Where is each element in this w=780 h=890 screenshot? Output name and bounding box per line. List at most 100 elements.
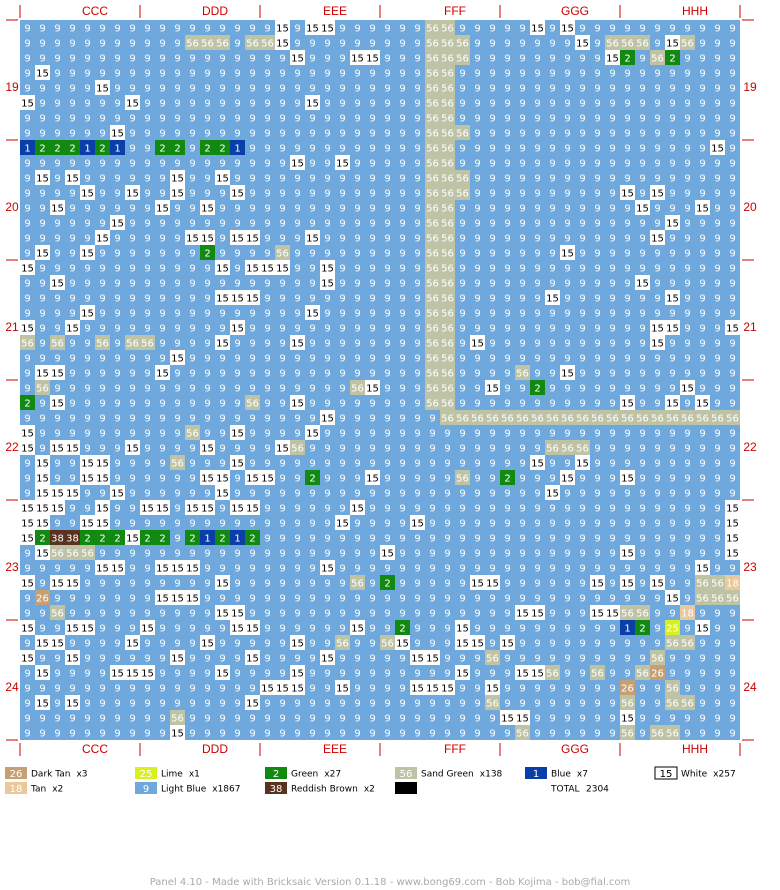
cell-code: 9: [444, 459, 450, 470]
cell-code: 9: [534, 654, 540, 665]
cell-code: 9: [219, 249, 225, 260]
cell-code: 9: [414, 84, 420, 95]
cell-code: 9: [579, 654, 585, 665]
cell-code: 9: [579, 69, 585, 80]
cell-code: 9: [624, 279, 630, 290]
cell-code: 9: [504, 609, 510, 620]
cell-code: 9: [579, 54, 585, 65]
cell: [560, 80, 575, 95]
cell-code: 9: [219, 84, 225, 95]
cell-code: 9: [444, 594, 450, 605]
cell: [515, 35, 530, 50]
cell-code: 9: [579, 309, 585, 320]
cell-code: 9: [309, 189, 315, 200]
cell-code: 9: [279, 564, 285, 575]
cell-code: 9: [219, 714, 225, 725]
cell-code: 9: [609, 339, 615, 350]
cell-code: 15: [216, 609, 229, 620]
cell-code: 9: [129, 729, 135, 740]
cell-code: 9: [384, 159, 390, 170]
cell-code: 9: [354, 474, 360, 485]
cell-code: 15: [81, 459, 94, 470]
cell-code: 9: [684, 234, 690, 245]
cell-code: 9: [474, 189, 480, 200]
cell-code: 9: [114, 249, 120, 260]
cell-code: 9: [504, 24, 510, 35]
cell-code: 9: [474, 39, 480, 50]
cell-code: 9: [234, 654, 240, 665]
cell-code: 9: [249, 489, 255, 500]
cell-code: 9: [159, 114, 165, 125]
cell: [65, 110, 80, 125]
cell-code: 9: [534, 159, 540, 170]
cell-code: 9: [534, 564, 540, 575]
cell-code: 9: [669, 144, 675, 155]
cell-code: 9: [594, 624, 600, 635]
legend-name: Sand Green: [421, 770, 474, 780]
cell-code: 9: [639, 129, 645, 140]
cell-code: 9: [279, 294, 285, 305]
cell-code: 9: [294, 174, 300, 185]
cell: [500, 35, 515, 50]
cell-code: 9: [219, 324, 225, 335]
cell-code: 56: [516, 729, 529, 740]
cell-code: 9: [564, 534, 570, 545]
cell-code: 15: [456, 669, 469, 680]
cell-code: 9: [564, 324, 570, 335]
cell-code: 15: [351, 624, 364, 635]
cell-code: 9: [84, 354, 90, 365]
cell-code: 9: [339, 504, 345, 515]
cell: [275, 35, 290, 50]
legend-code: 25: [140, 769, 153, 780]
cell-code: 9: [639, 699, 645, 710]
cell-code: 9: [294, 309, 300, 320]
cell: [395, 95, 410, 110]
cell-code: 9: [354, 114, 360, 125]
cell-code: 9: [639, 639, 645, 650]
cell-code: 9: [114, 729, 120, 740]
cell: [695, 80, 710, 95]
cell-code: 15: [126, 534, 139, 545]
cell-code: 9: [384, 249, 390, 260]
cell-code: 9: [114, 399, 120, 410]
cell-code: 9: [204, 84, 210, 95]
cell: [380, 65, 395, 80]
cell-code: 26: [651, 669, 664, 680]
cell-code: 9: [69, 84, 75, 95]
cell-code: 9: [264, 639, 270, 650]
cell-code: 9: [519, 159, 525, 170]
cell-code: 9: [429, 579, 435, 590]
cell-code: 9: [384, 684, 390, 695]
cell-code: 9: [549, 699, 555, 710]
cell-code: 9: [114, 84, 120, 95]
cell-code: 9: [234, 684, 240, 695]
cell-code: 9: [729, 84, 735, 95]
cell-code: 9: [504, 129, 510, 140]
cell-code: 9: [624, 129, 630, 140]
cell-code: 9: [294, 429, 300, 440]
cell-code: 9: [474, 459, 480, 470]
cell-code: 9: [654, 204, 660, 215]
cell-code: 9: [279, 189, 285, 200]
cell-code: 15: [126, 639, 139, 650]
cell-code: 9: [264, 24, 270, 35]
cell-code: 9: [339, 84, 345, 95]
cell-code: 15: [711, 144, 724, 155]
cell-code: 9: [279, 474, 285, 485]
cell-code: 9: [429, 699, 435, 710]
cell-code: 9: [339, 414, 345, 425]
cell-code: 9: [264, 294, 270, 305]
cell-code: 2: [249, 534, 255, 545]
cell-code: 9: [654, 84, 660, 95]
cell-code: 9: [474, 159, 480, 170]
cell-code: 38: [66, 534, 79, 545]
cell-code: 9: [654, 24, 660, 35]
cell-code: 9: [429, 534, 435, 545]
cell-code: 15: [456, 624, 469, 635]
cell-code: 9: [729, 384, 735, 395]
cell-code: 9: [579, 189, 585, 200]
cell-code: 9: [129, 174, 135, 185]
cell-code: 9: [594, 339, 600, 350]
cell-code: 15: [696, 564, 709, 575]
